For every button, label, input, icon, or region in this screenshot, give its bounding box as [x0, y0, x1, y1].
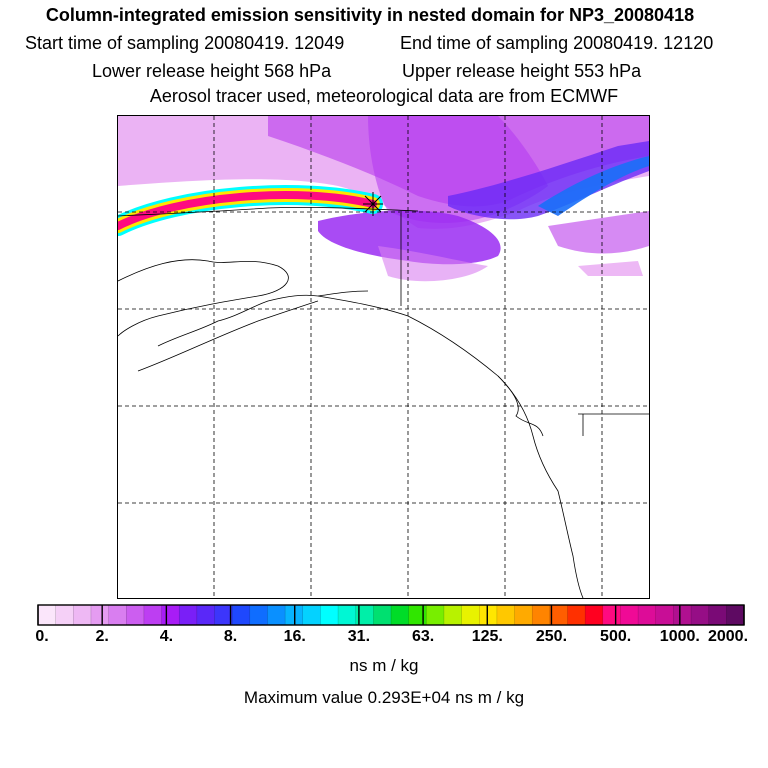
coastlines: [118, 206, 649, 598]
sensitivity-map: [117, 115, 650, 599]
colorbar-swatch: [214, 605, 233, 625]
colorbar-swatch: [708, 605, 727, 625]
colorbar-tick-label: 1000.: [659, 628, 700, 645]
colorbar-swatch: [179, 605, 198, 625]
colorbar-swatch: [655, 605, 674, 625]
colorbar-swatch: [143, 605, 163, 625]
colorbar-swatch: [638, 605, 657, 625]
colorbar-swatch: [514, 605, 533, 625]
graticule: [118, 116, 649, 598]
colorbar-border: [37, 604, 745, 626]
tracer-info-label: Aerosol tracer used, meteorological data…: [149, 86, 619, 106]
colorbar-tick-label: 2000.: [707, 628, 749, 645]
release-track: [118, 185, 383, 236]
maximum-value-label: Maximum value 0.293E+04 ns m / kg: [243, 688, 525, 707]
plot-title: Column-integrated emission sensitivity i…: [45, 5, 695, 25]
colorbar-swatch: [426, 605, 445, 625]
lower-release-height-label: Lower release height 568 hPa: [92, 61, 332, 81]
colorbar-swatch: [38, 605, 57, 625]
colorbar-swatch: [90, 605, 110, 625]
colorbar-swatch: [461, 605, 480, 625]
colorbar-tick-label: 31.: [347, 628, 371, 645]
colorbar-swatch: [267, 605, 286, 625]
end-time-label: End time of sampling 20080419. 12120: [400, 33, 714, 53]
colorbar-units: ns m / kg: [349, 656, 419, 675]
colorbar-tick-label: 500.: [600, 628, 632, 645]
colorbar-swatch: [108, 605, 127, 625]
colorbar-swatch: [161, 605, 180, 625]
colorbar-tick-label: 2.: [95, 628, 109, 645]
colorbar-swatch: [126, 605, 145, 625]
colorbar-swatch: [320, 605, 339, 625]
colorbar-swatch: [496, 605, 516, 625]
colorbar-swatch: [443, 605, 463, 625]
start-time-label: Start time of sampling 20080419. 12049: [25, 33, 345, 53]
colorbar-swatch: [408, 605, 427, 625]
colorbar: [37, 604, 745, 626]
colorbar-swatch: [602, 605, 621, 625]
colorbar-swatch: [338, 605, 357, 625]
colorbar-swatch: [585, 605, 604, 625]
colorbar-swatch: [373, 605, 392, 625]
colorbar-swatch: [249, 605, 268, 625]
plume-field: [118, 116, 649, 282]
colorbar-tick-label: 63.: [411, 628, 435, 645]
colorbar-swatch: [620, 605, 639, 625]
colorbar-swatch: [232, 605, 251, 625]
colorbar-tick-label: 250.: [535, 628, 568, 645]
colorbar-swatch: [567, 605, 586, 625]
colorbar-swatch: [549, 605, 568, 625]
colorbar-tick-label: 16.: [283, 628, 306, 645]
colorbar-swatch: [196, 605, 215, 625]
colorbar-swatch: [673, 605, 692, 625]
colorbar-tick-label: 125.: [471, 628, 503, 645]
colorbar-swatch: [726, 605, 745, 625]
colorbar-tick-label: 0.: [35, 628, 49, 645]
colorbar-swatch: [55, 605, 74, 625]
colorbar-tick-label: 4.: [159, 628, 174, 645]
colorbar-swatch: [532, 605, 551, 625]
colorbar-swatch: [355, 605, 374, 625]
colorbar-swatch: [73, 605, 92, 625]
colorbar-swatch: [302, 605, 321, 625]
upper-release-height-label: Upper release height 553 hPa: [402, 61, 642, 81]
colorbar-swatch: [691, 605, 710, 625]
colorbar-swatch: [391, 605, 410, 625]
colorbar-swatch: [479, 605, 498, 625]
colorbar-tick-label: 8.: [223, 628, 238, 645]
